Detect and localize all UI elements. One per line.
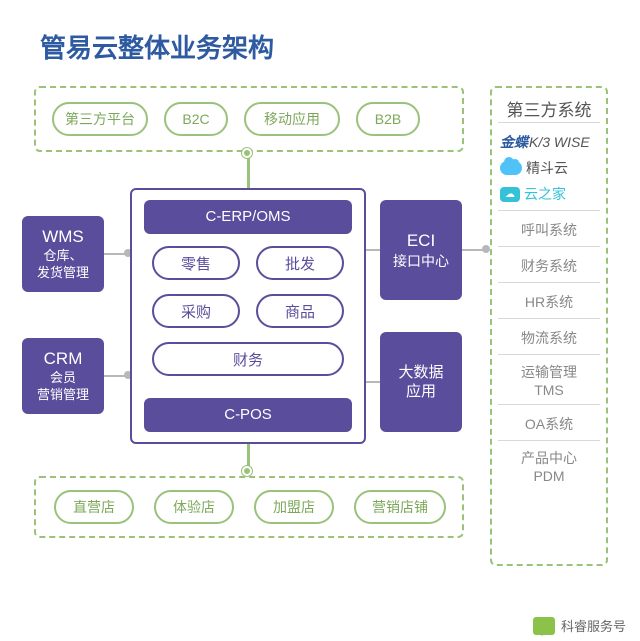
conn-top-dot: [242, 148, 252, 158]
conn-bot-dot: [242, 466, 252, 476]
footer-text: 科睿服务号: [561, 616, 626, 635]
conn-bd-l: [366, 381, 380, 383]
sb-item-2: HR系统: [500, 294, 598, 312]
sb-d3: [498, 282, 600, 283]
sb-d2: [498, 246, 600, 247]
top-pill-3: B2B: [356, 102, 420, 136]
crm-sub: 会员 营销管理: [37, 370, 89, 404]
page-title: 管易云整体业务架构: [40, 28, 274, 65]
top-pill-0: 第三方平台: [52, 102, 148, 136]
brand-yzj: ☁ 云之家: [500, 184, 566, 204]
brand-jdy: 精斗云: [500, 158, 568, 178]
core-bottom: C-POS: [144, 398, 352, 432]
chat-icon: [533, 617, 555, 635]
sb-item-3: 物流系统: [500, 330, 598, 348]
mod-1: 批发: [256, 246, 344, 280]
mod-3: 商品: [256, 294, 344, 328]
wms-sub: 仓库、 发货管理: [37, 248, 89, 282]
bot-pill-3: 营销店铺: [354, 490, 446, 524]
sb-item-5: OA系统: [500, 416, 598, 434]
sb-d4: [498, 318, 600, 319]
sb-d6: [498, 404, 600, 405]
bigdata-block: 大数据 应用: [380, 332, 462, 432]
mod-4: 财务: [152, 342, 344, 376]
eci-sub: 接口中心: [393, 252, 449, 270]
crm-head: CRM: [44, 348, 83, 370]
sb-item-6: 产品中心 PDM: [500, 450, 598, 485]
conn-eci-dot-r: [482, 245, 490, 253]
mod-2: 采购: [152, 294, 240, 328]
eci-block: ECI 接口中心: [380, 200, 462, 300]
wms-block: WMS 仓库、 发货管理: [22, 216, 104, 292]
brand-k3: 金蝶 K/3 WISE: [500, 132, 590, 152]
cloud2-icon: ☁: [500, 187, 520, 202]
sb-div-1: [498, 210, 600, 211]
bot-pill-2: 加盟店: [254, 490, 334, 524]
conn-eci-l: [366, 249, 380, 251]
sb-item-0: 呼叫系统: [500, 222, 598, 240]
top-pill-1: B2C: [164, 102, 228, 136]
footer: 科睿服务号: [533, 616, 626, 635]
bot-pill-0: 直营店: [54, 490, 134, 524]
sb-div-0: [498, 122, 600, 123]
sb-item-4: 运输管理 TMS: [500, 364, 598, 399]
cloud-icon: [500, 161, 522, 175]
mod-0: 零售: [152, 246, 240, 280]
crm-block: CRM 会员 营销管理: [22, 338, 104, 414]
eci-head: ECI: [407, 230, 435, 252]
sidebar-title: 第三方系统: [500, 96, 598, 121]
bot-pill-1: 体验店: [154, 490, 234, 524]
sb-d7: [498, 440, 600, 441]
sb-item-1: 财务系统: [500, 258, 598, 276]
sb-d5: [498, 354, 600, 355]
wms-head: WMS: [42, 226, 84, 248]
core-top: C-ERP/OMS: [144, 200, 352, 234]
top-pill-2: 移动应用: [244, 102, 340, 136]
